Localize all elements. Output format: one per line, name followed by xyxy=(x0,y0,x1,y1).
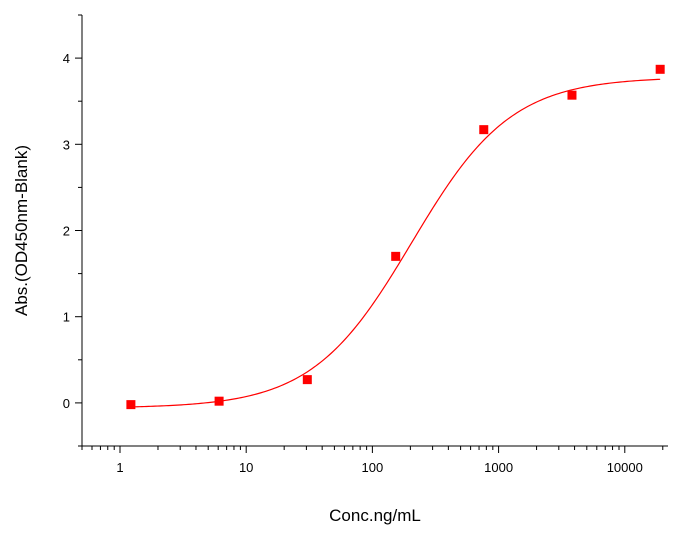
data-points-layer xyxy=(126,64,665,410)
y-tick-label: 0 xyxy=(63,396,70,411)
data-point xyxy=(655,64,665,74)
data-point xyxy=(479,125,489,135)
x-tick-label: 10 xyxy=(239,460,253,475)
y-tick-label: 3 xyxy=(63,137,70,152)
data-point xyxy=(567,90,577,100)
y-tick-label: 1 xyxy=(63,310,70,325)
x-axis-title: Conc.ng/mL xyxy=(329,506,421,525)
y-tick-label: 4 xyxy=(63,51,70,66)
x-tick-label: 1000 xyxy=(484,460,513,475)
data-point xyxy=(391,251,401,261)
x-tick-label: 100 xyxy=(362,460,384,475)
y-tick-label: 2 xyxy=(63,224,70,239)
fit-curve xyxy=(130,78,661,408)
x-tick-label: 10000 xyxy=(607,460,643,475)
fit-curve-layer xyxy=(130,78,661,408)
y-axis-title: Abs.(OD450nm-Blank) xyxy=(12,145,31,316)
data-point xyxy=(214,396,224,406)
x-tick-label: 1 xyxy=(116,460,123,475)
data-point xyxy=(126,400,136,410)
data-point xyxy=(302,375,312,385)
axes xyxy=(75,14,668,453)
tick-labels-layer: 1 10 100 1000 10000 0 1 2 3 4 xyxy=(63,51,643,475)
